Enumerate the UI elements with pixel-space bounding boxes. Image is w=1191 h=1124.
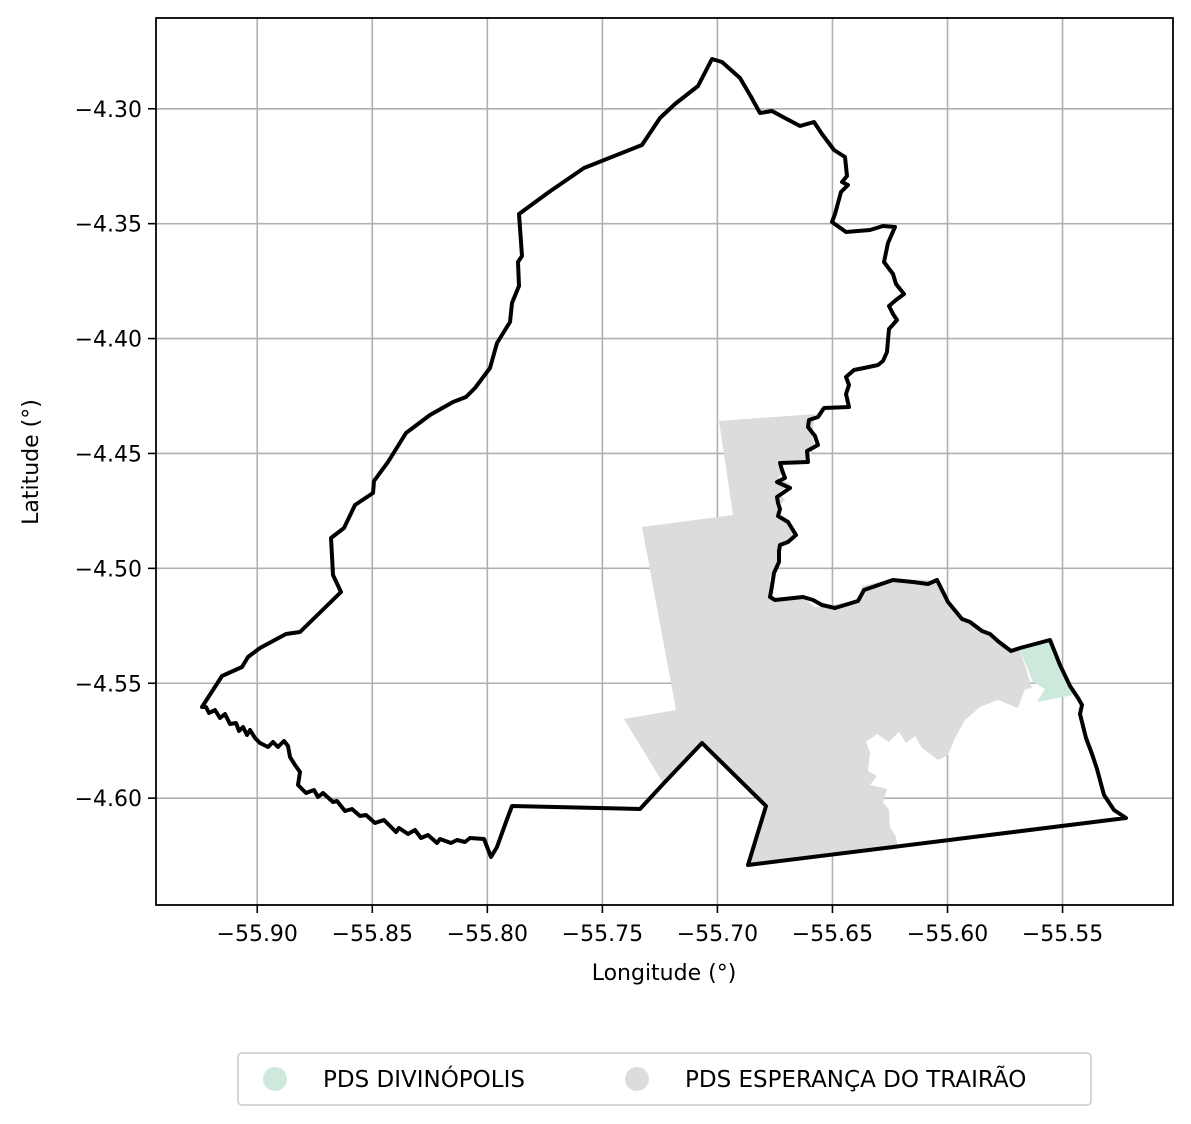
legend-label-pds-divinopolis: PDS DIVINÓPOLIS bbox=[323, 1065, 525, 1093]
x-tick-label: −55.60 bbox=[907, 922, 988, 947]
pds-esperanca-do-trairao-area bbox=[624, 414, 1032, 866]
legend-swatch-pds-divinopolis bbox=[263, 1067, 287, 1091]
y-tick-label: −4.40 bbox=[75, 328, 142, 353]
legend-swatch-pds-esperanca-do-trairao bbox=[625, 1067, 649, 1091]
y-tick-label: −4.50 bbox=[75, 557, 142, 582]
y-tick-label: −4.45 bbox=[75, 442, 142, 467]
x-tick-label: −55.55 bbox=[1022, 922, 1103, 947]
y-tick-label: −4.60 bbox=[75, 787, 142, 812]
legend: PDS DIVINÓPOLIS PDS ESPERANÇA DO TRAIRÃO bbox=[237, 1052, 1092, 1106]
y-tick-label: −4.55 bbox=[75, 672, 142, 697]
legend-label-pds-esperanca-do-trairao: PDS ESPERANÇA DO TRAIRÃO bbox=[685, 1065, 1026, 1093]
pds-divinopolis-area bbox=[1020, 640, 1073, 702]
legend-box bbox=[237, 1052, 1092, 1106]
municipality-boundary bbox=[200, 57, 1128, 867]
x-tick-label: −55.70 bbox=[677, 922, 758, 947]
x-tick-label: −55.85 bbox=[332, 922, 413, 947]
y-tick-label: −4.35 bbox=[75, 213, 142, 238]
x-tick-label: −55.90 bbox=[217, 922, 298, 947]
x-axis-label: Longitude (°) bbox=[592, 961, 737, 986]
x-tick-label: −55.65 bbox=[792, 922, 873, 947]
x-tick-label: −55.80 bbox=[447, 922, 528, 947]
y-axis-label: Latitude (°) bbox=[19, 399, 44, 525]
x-axis-ticks: −55.90 −55.85 −55.80 −55.75 −55.70 −55.65 −55.… bbox=[217, 905, 1103, 947]
x-tick-label: −55.75 bbox=[562, 922, 643, 947]
y-axis-ticks: −4.30 −4.35 −4.40 −4.45 −4.50 −4.55 −4.60 bbox=[75, 98, 156, 812]
axes-frame bbox=[155, 17, 1174, 906]
y-tick-label: −4.30 bbox=[75, 98, 142, 123]
gridlines bbox=[156, 18, 1173, 905]
